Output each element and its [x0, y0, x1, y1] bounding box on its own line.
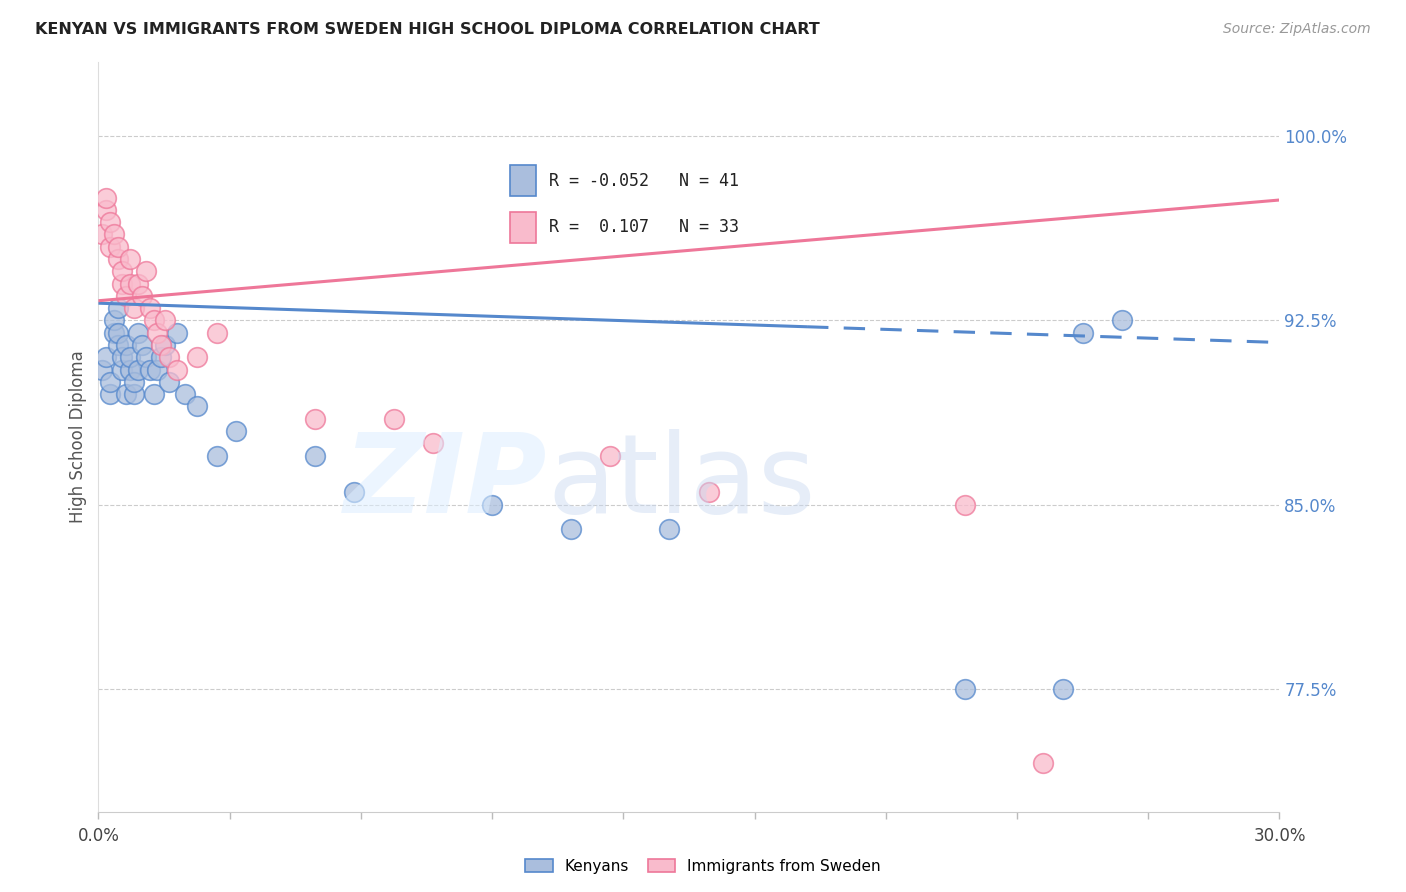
Point [91, 362, 114, 376]
Point [174, 387, 197, 401]
Point [98, 375, 121, 389]
Point [1071, 326, 1094, 340]
Point [111, 264, 134, 278]
Text: R =  0.107   N = 33: R = 0.107 N = 33 [550, 219, 740, 236]
Point [103, 227, 125, 242]
Text: Source: ZipAtlas.com: Source: ZipAtlas.com [1223, 22, 1371, 37]
Point [422, 436, 444, 450]
Point [118, 277, 141, 291]
Point [127, 277, 149, 291]
Point [127, 362, 149, 376]
Point [131, 289, 153, 303]
Point [122, 375, 145, 389]
Point [96, 190, 118, 204]
Legend: Kenyans, Immigrants from Sweden: Kenyans, Immigrants from Sweden [519, 853, 887, 880]
Point [122, 387, 145, 401]
Point [481, 498, 503, 512]
Point [91, 227, 114, 242]
Point [111, 350, 134, 364]
Point [1111, 313, 1133, 327]
Text: R = -0.052   N = 41: R = -0.052 N = 41 [550, 172, 740, 190]
Point [186, 350, 208, 364]
Point [146, 326, 169, 340]
Point [166, 362, 188, 376]
Point [107, 252, 129, 266]
Point [135, 350, 157, 364]
Text: KENYAN VS IMMIGRANTS FROM SWEDEN HIGH SCHOOL DIPLOMA CORRELATION CHART: KENYAN VS IMMIGRANTS FROM SWEDEN HIGH SC… [35, 22, 820, 37]
Point [157, 375, 180, 389]
Bar [510, 165, 537, 196]
Point [186, 400, 208, 414]
Point [142, 313, 165, 327]
Point [118, 350, 141, 364]
Point [118, 362, 141, 376]
Text: atlas: atlas [547, 428, 815, 535]
Point [103, 326, 125, 340]
Point [127, 326, 149, 340]
Point [96, 350, 118, 364]
Point [155, 313, 177, 327]
Point [560, 522, 582, 536]
Point [138, 301, 160, 315]
Point [599, 449, 621, 463]
Point [107, 326, 129, 340]
Point [142, 387, 165, 401]
Point [122, 301, 145, 315]
Point [103, 313, 125, 327]
Point [98, 215, 121, 229]
Point [304, 449, 326, 463]
Point [138, 362, 160, 376]
Point [157, 350, 180, 364]
Point [107, 301, 129, 315]
Point [1032, 756, 1054, 770]
Point [107, 240, 129, 254]
Point [131, 338, 153, 352]
Point [697, 485, 720, 500]
Point [155, 338, 177, 352]
Point [115, 387, 138, 401]
Text: ZIP: ZIP [343, 428, 547, 535]
Point [107, 338, 129, 352]
Point [98, 387, 121, 401]
Point [343, 485, 366, 500]
Point [205, 449, 228, 463]
Bar [510, 211, 537, 243]
Point [166, 326, 188, 340]
Point [96, 202, 118, 217]
Point [382, 411, 405, 425]
Point [135, 264, 157, 278]
Point [98, 240, 121, 254]
Point [115, 289, 138, 303]
Point [953, 681, 976, 696]
Point [115, 338, 138, 352]
Point [118, 252, 141, 266]
Point [205, 326, 228, 340]
Point [111, 277, 134, 291]
Point [146, 362, 169, 376]
Point [658, 522, 681, 536]
Point [225, 424, 247, 438]
Point [111, 362, 134, 376]
Point [1052, 681, 1074, 696]
Point [953, 498, 976, 512]
Point [150, 338, 173, 352]
Point [304, 411, 326, 425]
Point [150, 350, 173, 364]
Y-axis label: High School Diploma: High School Diploma [69, 351, 87, 524]
